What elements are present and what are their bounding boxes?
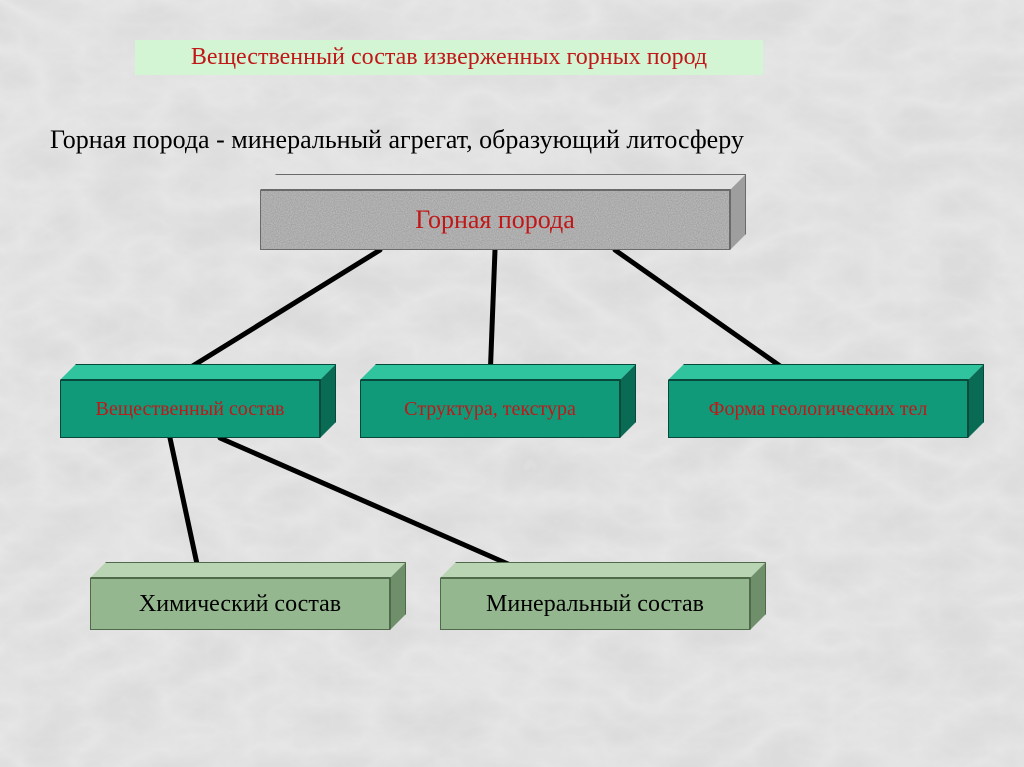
mid-block-label: Форма геологических тел	[709, 398, 928, 421]
leaf-block-0: Химический состав	[90, 562, 406, 630]
slide-subtitle-text: Горная порода - минеральный агрегат, обр…	[50, 125, 744, 154]
mid-block-label: Структура, текстура	[404, 398, 576, 421]
slide-title: Вещественный состав изверженных горных п…	[135, 40, 763, 75]
slide-stage: Вещественный состав изверженных горных п…	[0, 0, 1024, 767]
leaf-block-front: Минеральный состав	[440, 578, 750, 630]
root-block-label: Горная порода	[415, 205, 575, 235]
mid-block-2: Форма геологических тел	[668, 364, 984, 438]
leaf-block-front: Химический состав	[90, 578, 390, 630]
mid-block-top	[360, 364, 636, 380]
leaf-block-top	[440, 562, 766, 578]
root-block-top	[260, 174, 746, 190]
leaf-block-top	[90, 562, 406, 578]
mid-block-label: Вещественный состав	[96, 398, 285, 421]
mid-block-front: Вещественный состав	[60, 380, 320, 438]
leaf-block-1: Минеральный состав	[440, 562, 766, 630]
mid-block-1: Структура, текстура	[360, 364, 636, 438]
mid-block-front: Форма геологических тел	[668, 380, 968, 438]
leaf-block-label: Химический состав	[139, 591, 341, 618]
slide-subtitle: Горная порода - минеральный агрегат, обр…	[50, 125, 744, 155]
root-block-front: Горная порода	[260, 190, 730, 250]
root-block: Горная порода	[260, 174, 746, 250]
mid-block-top	[60, 364, 336, 380]
slide-title-text: Вещественный состав изверженных горных п…	[191, 44, 707, 70]
mid-block-0: Вещественный состав	[60, 364, 336, 438]
mid-block-front: Структура, текстура	[360, 380, 620, 438]
mid-block-top	[668, 364, 984, 380]
leaf-block-label: Минеральный состав	[486, 591, 704, 618]
